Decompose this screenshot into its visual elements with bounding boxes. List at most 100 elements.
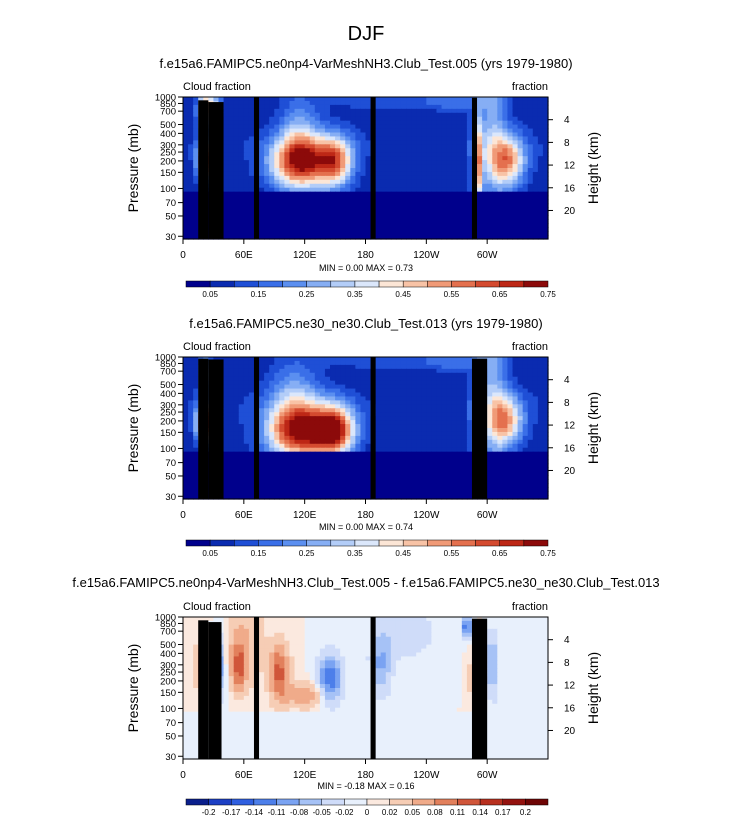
- heatmap-cell: [522, 179, 529, 185]
- heatmap-cell: [259, 171, 265, 177]
- heatmap-cell: [522, 231, 529, 236]
- heatmap-cell: [451, 227, 458, 232]
- heatmap-cell: [324, 443, 331, 449]
- heatmap-cell: [400, 140, 407, 145]
- heatmap-cell: [350, 120, 356, 126]
- heatmap-cell: [314, 479, 321, 484]
- heatmap-cell: [223, 372, 230, 378]
- heatmap-cell: [269, 187, 275, 193]
- heatmap-cell: [238, 475, 245, 480]
- heatmap-cell: [279, 168, 285, 173]
- heatmap-cell: [380, 439, 387, 445]
- heatmap-cell: [243, 211, 250, 216]
- heatmap-cell: [188, 459, 194, 465]
- heatmap-cell: [238, 431, 245, 437]
- heatmap-cell: [319, 120, 326, 126]
- heatmap-cell: [527, 183, 534, 189]
- heatmap-cell: [426, 479, 432, 484]
- heatmap-cell: [451, 132, 458, 138]
- heatmap-cell: [319, 431, 326, 437]
- heatmap-cell: [335, 112, 341, 118]
- heatmap-cell: [512, 140, 519, 145]
- heatmap-cell: [309, 435, 316, 441]
- heatmap-cell: [406, 372, 412, 378]
- heatmap-cell: [294, 435, 301, 441]
- heatmap-cell: [360, 219, 367, 224]
- heatmap-cell: [502, 195, 509, 201]
- heatmap-cell: [289, 428, 296, 433]
- heatmap-cell: [365, 416, 372, 421]
- heatmap-cell: [441, 120, 448, 126]
- heatmap-cell: [517, 459, 524, 465]
- heatmap-cell: [274, 120, 280, 126]
- heatmap-cell: [284, 120, 291, 126]
- heatmap-cell: [507, 408, 514, 413]
- heatmap-cell: [502, 164, 509, 169]
- heatmap-cell: [183, 368, 189, 374]
- heatmap-cell: [461, 164, 468, 169]
- heatmap-cell: [421, 187, 427, 193]
- heatmap-cell: [380, 152, 387, 157]
- heatmap-cell: [522, 368, 529, 374]
- colorbar-swatch: [185, 280, 211, 288]
- heatmap-cell: [385, 392, 392, 398]
- heatmap-cell: [446, 376, 453, 382]
- heatmap-cell: [340, 479, 346, 484]
- heatmap-cell: [395, 132, 402, 138]
- heatmap-cell: [340, 392, 346, 398]
- heatmap-cell: [411, 384, 417, 390]
- heatmap-cell: [223, 451, 230, 457]
- heatmap-cell: [380, 187, 387, 193]
- heatmap-cell: [233, 144, 240, 149]
- heatmap-cell: [188, 160, 194, 165]
- heatmap-cell: [335, 148, 341, 153]
- heatmap-cell: [431, 424, 438, 429]
- heatmap-cell: [269, 168, 275, 173]
- heatmap-cell: [233, 420, 240, 425]
- heatmap-cell: [497, 404, 503, 409]
- heatmap-cell: [400, 376, 407, 382]
- heatmap-cell: [248, 144, 255, 149]
- heatmap-cell: [456, 183, 463, 189]
- heatmap-cell: [314, 164, 321, 169]
- heatmap-cell: [502, 471, 509, 476]
- heatmap-cell: [461, 424, 468, 429]
- heatmap-cell: [243, 364, 250, 370]
- heatmap-cell: [259, 428, 265, 433]
- heatmap-cell: [228, 428, 235, 433]
- heatmap-cell: [537, 451, 544, 457]
- heatmap-cell: [248, 428, 255, 433]
- heatmap-cell: [365, 231, 372, 236]
- heatmap-cell: [385, 471, 392, 476]
- heatmap-cell: [238, 396, 245, 401]
- heatmap-cell: [330, 120, 336, 126]
- heatmap-cell: [385, 396, 392, 401]
- heatmap-cell: [532, 140, 539, 145]
- heatmap-cell: [284, 136, 291, 141]
- heatmap-cell: [264, 463, 270, 469]
- heatmap-cell: [319, 211, 326, 216]
- heatmap-cell: [269, 219, 275, 224]
- heatmap-cell: [233, 412, 240, 417]
- heatmap-cell: [532, 372, 539, 378]
- heatmap-cell: [259, 451, 265, 457]
- heatmap-cell: [294, 140, 301, 145]
- heatmap-cell: [314, 148, 321, 153]
- heatmap-cell: [456, 420, 463, 425]
- heatmap-cell: [502, 231, 509, 236]
- heatmap-cell: [421, 199, 427, 205]
- heatmap-cell: [233, 179, 240, 185]
- heatmap-cell: [375, 459, 382, 465]
- heatmap-cell: [350, 384, 356, 390]
- heatmap-cell: [289, 128, 296, 134]
- heatmap-cell: [456, 128, 463, 134]
- heatmap-cell: [319, 227, 326, 232]
- heatmap-cell: [294, 479, 301, 484]
- heatmap-cell: [193, 416, 199, 421]
- heatmap-cell: [304, 231, 311, 236]
- heatmap-cell: [517, 471, 524, 476]
- heatmap-cell: [380, 392, 387, 398]
- heatmap-cell: [431, 168, 438, 173]
- heatmap-cell: [512, 412, 519, 417]
- heatmap-cell: [537, 179, 544, 185]
